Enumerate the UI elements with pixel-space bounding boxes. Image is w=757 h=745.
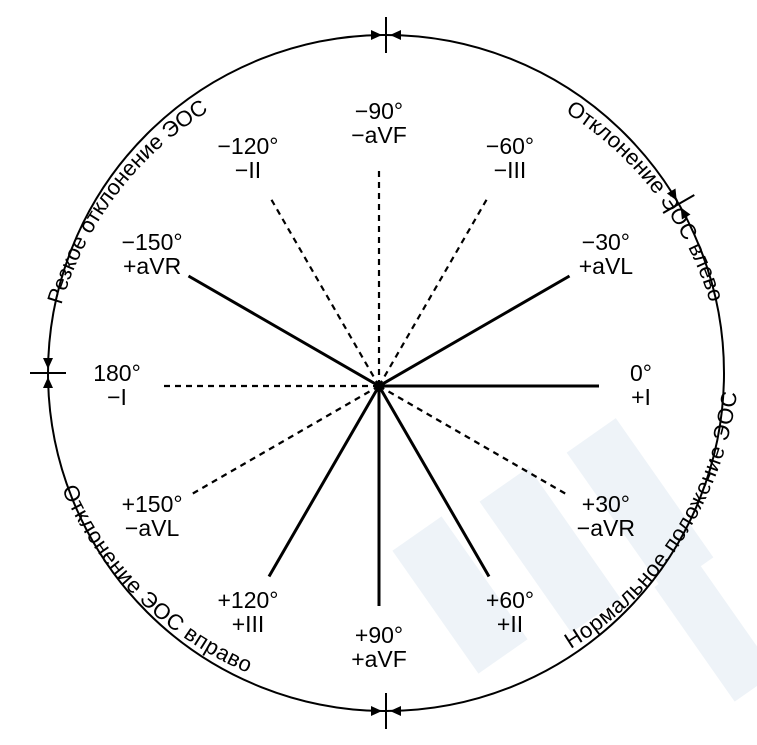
lead-angle-label: −30°: [582, 229, 630, 255]
boundary-tick-top: [371, 17, 401, 53]
lead-name-label: −I: [107, 384, 127, 410]
lead-name-label: −II: [235, 157, 261, 183]
lead-angle-label: +30°: [582, 491, 630, 517]
lead-line-II-neg: [268, 194, 380, 387]
center-point: [374, 381, 384, 391]
lead-angle-label: +90°: [355, 622, 403, 648]
lead-line-aVL-pos: [378, 274, 571, 388]
lead-line-II-pos: [377, 385, 491, 578]
lead-angle-label: 0°: [630, 360, 652, 386]
lead-name-label: −III: [494, 157, 527, 183]
lead-line-aVR-neg: [378, 385, 571, 497]
lead-line-III-neg: [378, 194, 490, 387]
lead-line-aVL-neg: [187, 385, 380, 497]
lead-angle-label: +150°: [122, 491, 183, 517]
lead-name-label: +III: [232, 611, 265, 637]
watermark: [392, 418, 757, 702]
lead-name-label: −aVF: [351, 122, 407, 148]
lead-angle-label: +60°: [486, 587, 534, 613]
lead-line-III-pos: [267, 385, 381, 578]
lead-angle-label: 180°: [93, 360, 141, 386]
lead-angle-label: +120°: [217, 587, 278, 613]
lead-name-label: +aVR: [123, 253, 181, 279]
lead-name-label: −aVL: [125, 515, 180, 541]
lead-angle-label: −120°: [217, 133, 278, 159]
lead-angle-label: −150°: [122, 229, 183, 255]
boundary-tick-upper-right: [662, 188, 695, 220]
boundary-tick-left: [30, 358, 66, 388]
lead-name-label: +II: [497, 611, 523, 637]
lead-angle-label: −60°: [486, 133, 534, 159]
lead-name-label: +I: [631, 384, 651, 410]
lead-angle-label: −90°: [355, 98, 403, 124]
lead-line-aVR-pos: [187, 274, 380, 388]
lead-name-label: +aVF: [351, 646, 407, 672]
lead-name-label: −aVR: [577, 515, 635, 541]
lead-name-label: +aVL: [579, 253, 634, 279]
boundary-tick-bottom: [371, 693, 401, 729]
